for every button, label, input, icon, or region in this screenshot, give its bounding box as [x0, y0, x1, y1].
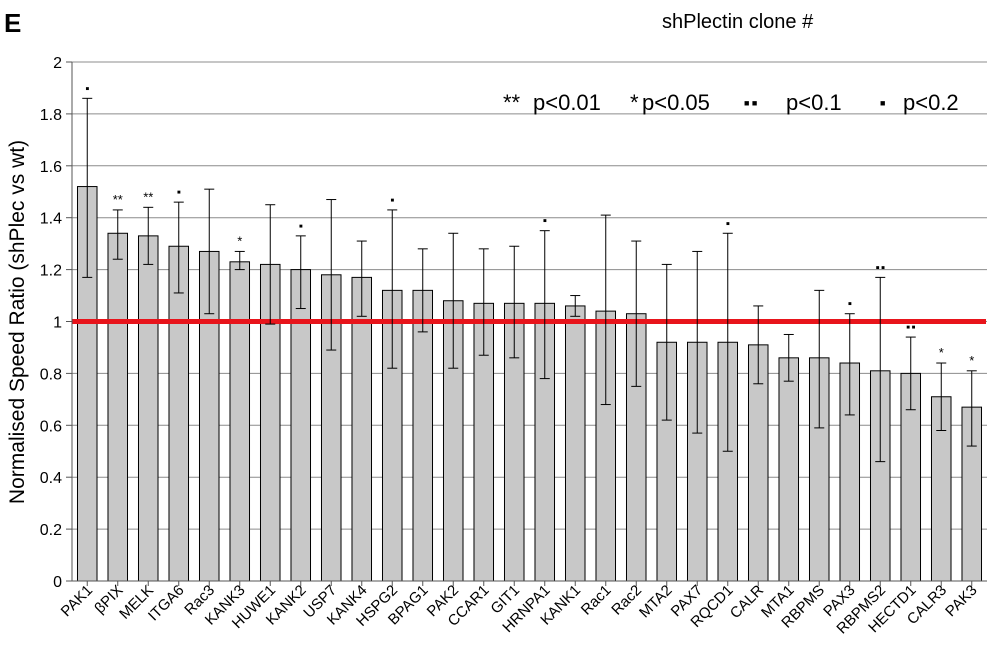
significance-marker: ■ ■	[906, 325, 915, 331]
y-tick-label: 1.8	[40, 107, 62, 124]
bar	[168, 245, 190, 582]
panel-label: E	[4, 8, 22, 38]
bar	[290, 269, 312, 582]
error-bars	[82, 97, 977, 463]
legend-label: p<0.2	[903, 90, 959, 115]
gridlines	[72, 61, 987, 582]
y-tick-label: 0.8	[40, 366, 62, 383]
y-tick-label: 0	[53, 574, 62, 591]
bar	[137, 235, 159, 582]
significance-marker: ■	[85, 86, 89, 92]
y-tick-label: 1.6	[40, 159, 62, 176]
significance-legend: ** p<0.01 * p<0.05 ■ ■ p<0.1 ■ p<0.2	[503, 90, 959, 115]
significance-marker: ■	[543, 219, 547, 225]
y-tick-label: 0.6	[40, 418, 62, 435]
significance-marker: *	[939, 345, 944, 360]
y-tick-label: 1.4	[40, 211, 62, 228]
x-tick-label: PAK3	[942, 582, 980, 620]
bars	[76, 186, 983, 582]
legend-symbol: ■	[880, 98, 885, 108]
significance-marker: *	[237, 233, 242, 248]
bar	[107, 232, 129, 582]
x-tick-label: PAK1	[58, 582, 96, 620]
y-tick-label: 2	[53, 55, 62, 72]
bar	[564, 305, 586, 582]
bar	[229, 261, 251, 582]
x-tick-label: Rac1	[578, 582, 615, 619]
significance-marker: ■	[177, 190, 181, 196]
significance-marker: *	[969, 353, 974, 368]
significance-marker: **	[113, 192, 123, 207]
bar	[778, 357, 800, 582]
significance-marker: ■	[848, 302, 852, 308]
y-tick-label: 1	[53, 315, 62, 332]
legend-symbol: **	[503, 90, 521, 115]
significance-marker: ■	[299, 224, 303, 230]
y-tick-label: 0.2	[40, 522, 62, 539]
y-axis-label: Normalised Speed Ratio (shPlec vs wt)	[6, 140, 29, 504]
significance-marker: ■	[726, 221, 730, 227]
bar	[412, 289, 434, 582]
significance-marker: ■	[390, 198, 394, 204]
significance-marker: **	[143, 189, 153, 204]
clone-caption: shPlectin clone #	[662, 11, 814, 33]
legend-symbol: ■ ■	[744, 98, 757, 108]
legend-label: p<0.01	[533, 90, 601, 115]
legend-label: p<0.05	[642, 90, 710, 115]
legend-label: p<0.1	[786, 90, 842, 115]
significance-marker: ■ ■	[876, 265, 885, 271]
y-tick-label: 1.2	[40, 263, 62, 280]
y-tick-label: 0.4	[40, 470, 62, 487]
x-tick-label: CALR	[727, 582, 767, 622]
legend-symbol: *	[630, 90, 639, 115]
significance-markers: ■** ** ■*■■■ ■■■ ■■ ■**	[85, 86, 974, 367]
x-tick-label: MTA2	[636, 582, 676, 622]
